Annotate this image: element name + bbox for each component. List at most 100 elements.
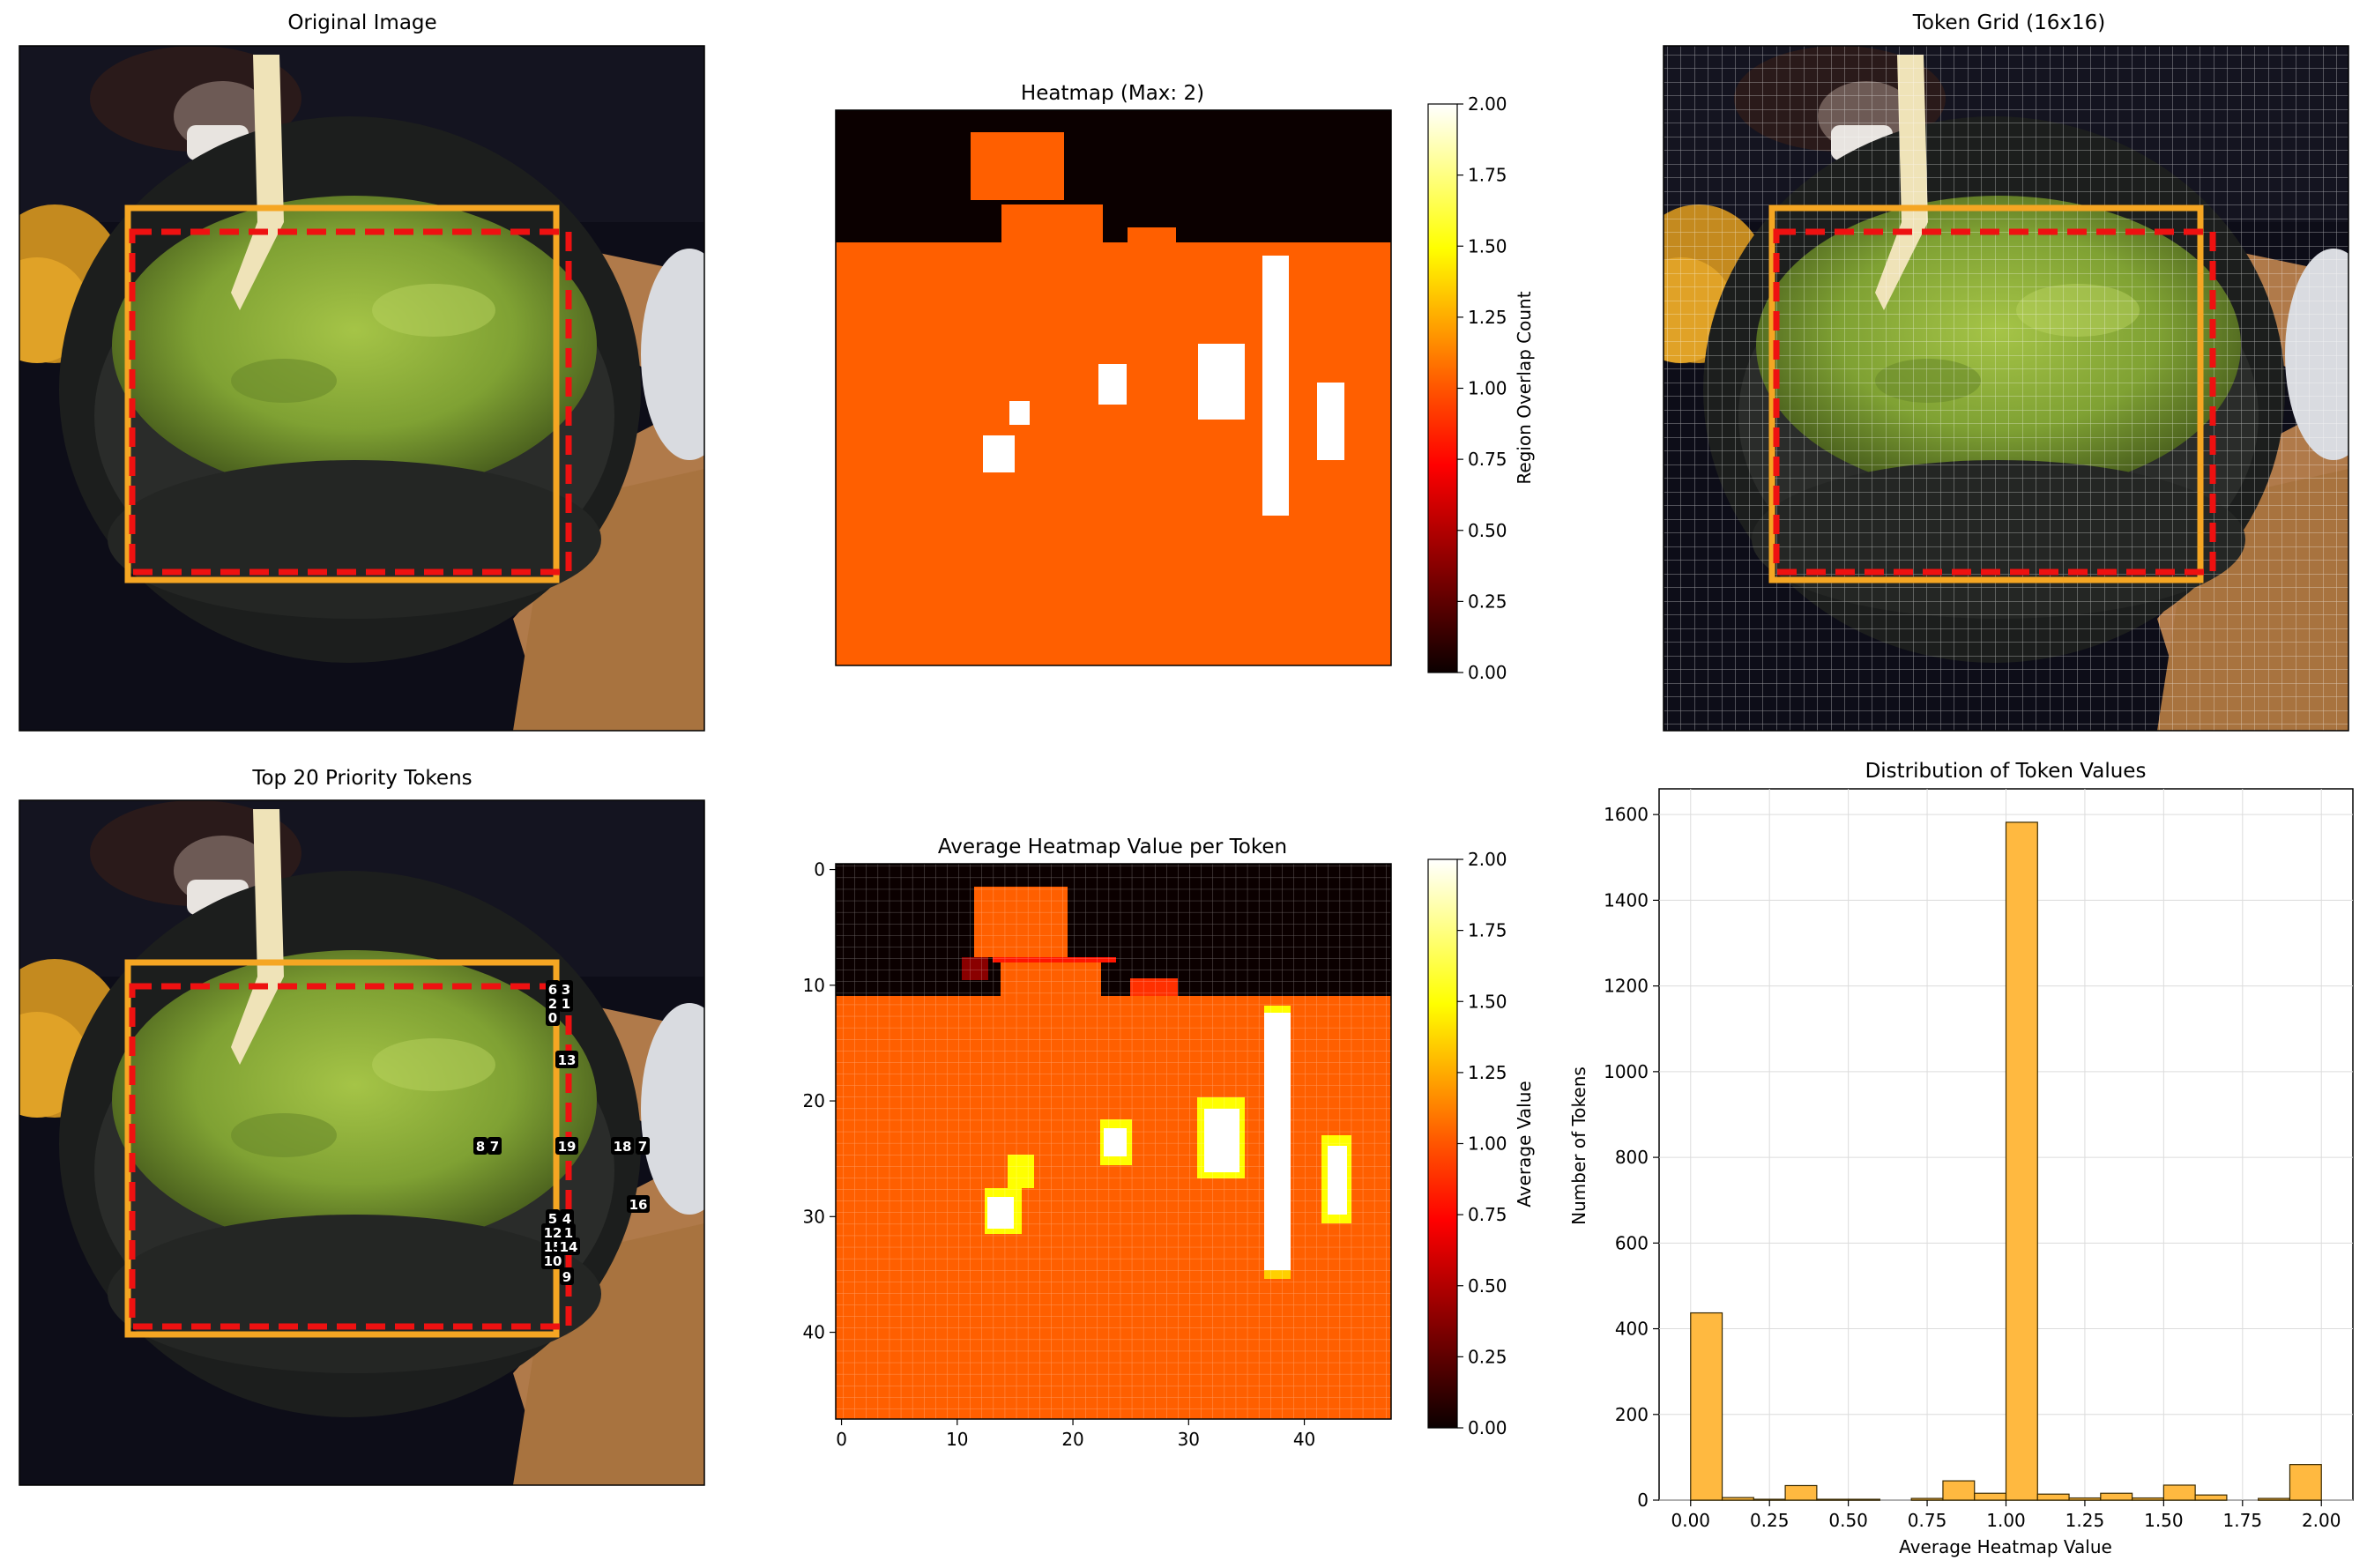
token-label: 7 [490, 1139, 499, 1155]
hist-bar [1690, 1312, 1723, 1501]
token-label: 13 [558, 1052, 577, 1068]
colorbar-tick-label: 1.25 [1468, 1062, 1507, 1083]
panel-title-token-grid: Token Grid (16x16) [1912, 11, 2105, 34]
colorbar-tick-label: 2.00 [1468, 93, 1507, 115]
token-label: 9 [562, 1269, 571, 1285]
token-label-bg [541, 1252, 564, 1269]
hist-bar [1816, 1498, 1850, 1501]
x-tick-label: 1.75 [2223, 1510, 2263, 1531]
token-label-bg [560, 1267, 574, 1285]
token-label: 19 [558, 1139, 577, 1155]
hist-ylabel: Number of Tokens [1568, 1066, 1589, 1225]
x-tick-label: 10 [946, 1429, 968, 1450]
token-label: 1 [564, 1225, 573, 1241]
panel-heatmap: Heatmap (Max: 2) 0.00 0.25 0.50 0.75 1.00 1.2… [835, 82, 1535, 683]
hist-xlabel: Average Heatmap Value [1899, 1536, 2112, 1557]
token-label: 6 [548, 982, 557, 998]
colorbar-tick-label: 0.00 [1468, 1417, 1507, 1438]
token-label: 8 [476, 1139, 485, 1155]
food-photo [19, 46, 704, 731]
token-label: 10 [544, 1253, 562, 1269]
colorbar-tick-label: 0.75 [1468, 449, 1507, 470]
token-label-bg [627, 1195, 650, 1213]
hist-bar [2100, 1492, 2133, 1501]
token-label: 5 [548, 1211, 557, 1227]
token-label-bg [559, 994, 573, 1012]
token-label-bg [546, 980, 560, 998]
token-label-bg [562, 1223, 576, 1241]
panel-title-avg-heatmap: Average Heatmap Value per Token [938, 836, 1287, 858]
y-tick-label: 400 [1615, 1319, 1649, 1340]
panel-title-distribution: Distribution of Token Values [1865, 760, 2147, 783]
token-label-bg [546, 1209, 560, 1227]
y-tick-label: 1600 [1604, 804, 1649, 825]
panel-title-heatmap: Heatmap (Max: 2) [1021, 82, 1204, 105]
colorbar-tick-label: 0.25 [1468, 1346, 1507, 1367]
token-label-bg [546, 994, 560, 1012]
bbox-solid [124, 204, 560, 583]
token-label: 14 [560, 1239, 578, 1255]
bbox-dashed-tokens [129, 983, 572, 1330]
token-label-bg [488, 1137, 502, 1155]
panel-title-original: Original Image [287, 11, 436, 34]
colorbar-tick-label: 1.75 [1468, 165, 1507, 186]
x-tick-label: 1.00 [1986, 1510, 2026, 1531]
colorbar-heatmap [1427, 103, 1458, 673]
bbox-solid-grid [1768, 204, 2204, 583]
x-tick-label: 0 [836, 1429, 847, 1450]
y-tick-label: 1000 [1604, 1061, 1649, 1082]
token-label-bg [557, 1237, 580, 1255]
token-label: 18 [614, 1139, 632, 1155]
y-tick-label: 1400 [1604, 889, 1649, 910]
hist-bars [1690, 821, 2322, 1501]
token-label: 2 [548, 996, 557, 1012]
colorbar-heatmap-label: Region Overlap Count [1514, 291, 1535, 484]
hist-bar [1974, 1492, 2007, 1501]
token-label: 4 [562, 1211, 571, 1227]
hist-bar [1784, 1484, 1818, 1501]
token-label-bg [559, 980, 573, 998]
hist-ticks: 0.00 0.25 0.50 0.75 1.00 1.25 1.50 1.75 2.00 0 200… [1604, 804, 2341, 1531]
colorbar-tick-label: 1.25 [1468, 307, 1507, 328]
bbox-dashed [129, 228, 572, 576]
colorbar-tick-label: 0.50 [1468, 520, 1507, 541]
colorbar-tick-label: 1.50 [1468, 991, 1507, 1012]
hist-bar [2162, 1484, 2196, 1501]
y-tick-label: 10 [803, 975, 825, 996]
token-label-bg [611, 1137, 634, 1155]
colorbar-tick-label: 0.00 [1468, 662, 1507, 683]
hist-bar [2258, 1497, 2291, 1501]
x-tick-label: 20 [1061, 1429, 1083, 1450]
token-label-bg [555, 1051, 578, 1068]
panel-distribution: Distribution of Token Values 0.00 0.25 0.5… [1568, 760, 2354, 1557]
token-label-bg [636, 1137, 650, 1155]
token-label: 3 [562, 982, 570, 998]
y-tick-label: 40 [803, 1322, 825, 1343]
colorbar-avg [1427, 858, 1458, 1429]
bbox-dashed-grid [1773, 228, 2216, 576]
token-label-bg [546, 1008, 560, 1026]
colorbar-tick-label: 0.50 [1468, 1275, 1507, 1297]
y-tick-label: 800 [1615, 1147, 1649, 1168]
x-tick-label: 0.75 [1908, 1510, 1947, 1531]
colorbar-tick-label: 1.50 [1468, 235, 1507, 256]
token-label: 12 [544, 1225, 562, 1241]
hist-bar [1848, 1498, 1881, 1501]
x-tick-label: 0.00 [1671, 1510, 1711, 1531]
x-tick-label: 1.50 [2144, 1510, 2184, 1531]
token-label: 7 [638, 1139, 647, 1155]
panel-title-top-tokens: Top 20 Priority Tokens [251, 767, 472, 790]
token-label: 0 [548, 1010, 557, 1026]
colorbar-tick-label: 0.25 [1468, 591, 1507, 612]
panel-avg-heatmap: Average Heatmap Value per Token 0 10 20 30 4… [803, 836, 1535, 1450]
token-label-bg [541, 1223, 564, 1241]
y-tick-label: 30 [803, 1206, 825, 1227]
colorbar-tick-label: 0.75 [1468, 1204, 1507, 1225]
y-tick-label: 200 [1615, 1404, 1649, 1425]
hist-bar [2289, 1464, 2322, 1501]
x-tick-label: 0.25 [1750, 1510, 1790, 1531]
colorbar-tick-label: 2.00 [1468, 849, 1507, 870]
colorbar-avg-ticks: 0.00 0.25 0.50 0.75 1.00 1.25 1.50 1.75 2.00 [1457, 849, 1507, 1438]
